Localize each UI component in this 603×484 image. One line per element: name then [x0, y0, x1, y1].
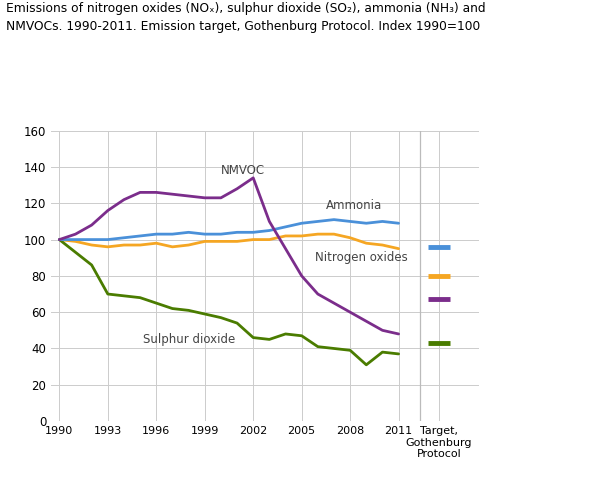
- Text: Sulphur dioxide: Sulphur dioxide: [144, 333, 236, 346]
- Text: Ammonia: Ammonia: [326, 199, 382, 212]
- Text: Nitrogen oxides: Nitrogen oxides: [315, 251, 408, 264]
- Text: NMVOC: NMVOC: [221, 164, 265, 177]
- Text: Emissions of nitrogen oxides (NOₓ), sulphur dioxide (SO₂), ammonia (NH₃) and
NMV: Emissions of nitrogen oxides (NOₓ), sulp…: [6, 2, 485, 33]
